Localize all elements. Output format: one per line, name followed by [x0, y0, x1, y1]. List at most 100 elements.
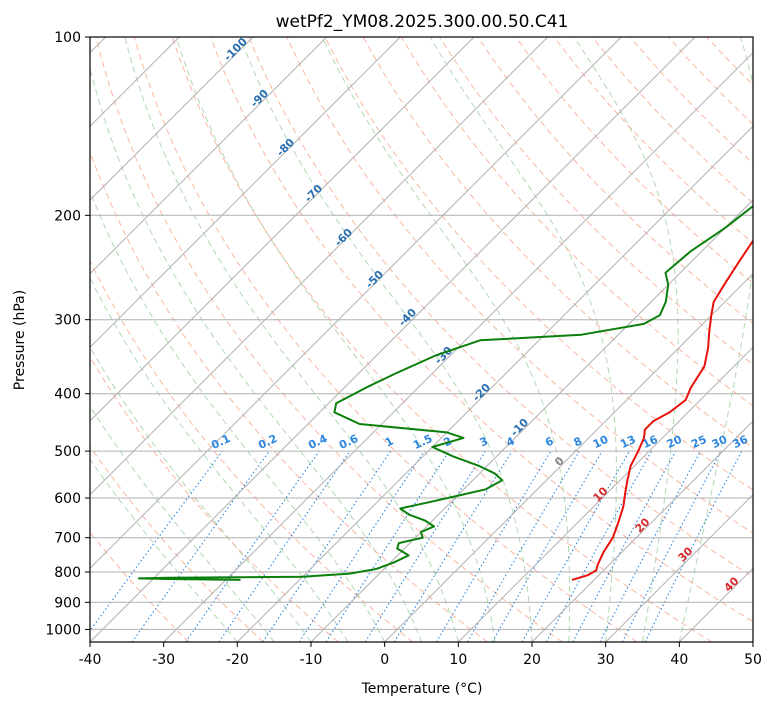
chart-title: wetPf2_YM08.2025.300.00.50.C41 — [276, 12, 569, 32]
isotherm-line — [752, 641, 753, 642]
mixing-ratio-line — [90, 450, 223, 632]
x-tick-label: -30 — [152, 652, 175, 668]
x-tick-label: 10 — [449, 652, 467, 668]
dry-adiabat-line — [553, 37, 753, 244]
dry-adiabat-label: -100 — [221, 35, 250, 64]
mixing-ratio-label: 20 — [665, 433, 685, 451]
dry-adiabat-label: 10 — [591, 484, 611, 504]
isotherm-line — [236, 125, 753, 642]
dry-adiabat-label: -20 — [470, 381, 493, 404]
y-tick-label: 1000 — [45, 622, 81, 638]
mixing-ratio-lines — [90, 450, 743, 642]
moist-adiabat-line — [90, 405, 275, 642]
mixing-ratio-label: 16 — [640, 433, 660, 451]
isotherm-line — [678, 567, 753, 642]
mixing-ratio-label: 10 — [591, 433, 611, 451]
isotherm-line — [310, 199, 753, 642]
mixing-ratio-label: 8 — [572, 434, 584, 449]
dry-adiabat-line — [248, 37, 753, 578]
isotherms — [90, 37, 753, 642]
dry-adiabat-line — [90, 150, 488, 642]
dry-adiabat-label: -40 — [396, 306, 419, 329]
dry-adiabat-label: -60 — [332, 226, 355, 249]
mixing-ratio-label: 0.4 — [306, 432, 329, 452]
y-tick-label: 900 — [54, 595, 81, 611]
mixing-ratio-line — [521, 450, 630, 642]
mixing-ratio-line — [218, 450, 351, 642]
moist-adiabat-line — [90, 458, 238, 642]
x-tick-label: 20 — [523, 652, 541, 668]
dry-adiabat-line — [133, 37, 638, 642]
mixing-ratio-line — [467, 450, 580, 642]
mixing-ratio-line — [435, 450, 552, 642]
dewpoint-profile-line — [137, 204, 753, 581]
moist-adiabats — [90, 37, 753, 642]
isopleth-labels: 0.1 0.2 0.4 0.6 1 1.5 2 3 4 6 8 10 13 16 20 25 30 36-100-… — [209, 35, 751, 595]
moist-adiabat-line — [90, 346, 312, 642]
dry-adiabats — [90, 37, 753, 642]
plot-frame — [89, 36, 754, 643]
mixing-ratio-line — [393, 450, 513, 642]
mixing-ratio-label: 1 — [383, 434, 395, 449]
mixing-ratio-line — [644, 450, 743, 642]
x-tick-label: 0 — [380, 652, 389, 668]
temperature-profile-line — [571, 239, 753, 581]
mixing-ratio-line — [364, 450, 486, 642]
dry-adiabat-label: -70 — [302, 182, 325, 205]
x-tick-label: 30 — [597, 652, 615, 668]
y-tick-label: 300 — [54, 313, 81, 329]
dry-adiabat-label: -90 — [248, 87, 271, 110]
dry-adiabat-label: 40 — [722, 574, 742, 594]
dry-adiabat-label: -50 — [363, 268, 386, 291]
y-tick-label: 700 — [54, 531, 81, 547]
isotherm-line — [90, 37, 401, 349]
dry-adiabat-label: -80 — [274, 136, 297, 159]
y-axis-label: Pressure (hPa) — [12, 290, 28, 390]
dry-adiabat-line — [706, 37, 753, 86]
plot-area: 0.1 0.2 0.4 0.6 1 1.5 2 3 4 6 8 10 13 16 20 25 30 36-100-… — [90, 35, 753, 642]
moist-adiabat-line — [124, 37, 459, 642]
mixing-ratio-line — [298, 450, 425, 642]
dry-adiabat-line — [90, 259, 414, 642]
isotherm-line — [531, 420, 753, 642]
isotherm-line — [90, 37, 549, 496]
dry-adiabat-line — [90, 531, 190, 642]
dry-adiabat-line — [171, 37, 712, 642]
y-tick-label: 100 — [54, 30, 81, 46]
moist-adiabat-line — [90, 189, 386, 642]
x-axis-label: Temperature (°C) — [361, 681, 483, 697]
x-tick-label: -20 — [226, 652, 249, 668]
isotherm-line — [384, 272, 753, 642]
isotherm-line — [90, 37, 328, 275]
moist-adiabat-line — [678, 37, 753, 642]
moist-adiabat-line — [573, 37, 679, 642]
isotherm-line — [457, 346, 753, 642]
mixing-ratio-label: 13 — [618, 433, 637, 451]
dry-adiabat-line — [324, 37, 753, 491]
mixing-ratio-label: 36 — [731, 433, 751, 451]
mixing-ratio-label: 25 — [689, 433, 708, 451]
moist-adiabat-line — [429, 37, 617, 642]
moist-adiabat-line — [175, 37, 496, 642]
mixing-ratio-line — [572, 450, 677, 642]
pressure-gridlines — [90, 37, 753, 630]
dry-adiabat-line — [286, 37, 753, 534]
isotherm-line — [90, 37, 622, 570]
moist-adiabat-line — [90, 66, 422, 642]
mixing-ratio-line — [262, 450, 392, 642]
x-tick-label: -10 — [300, 652, 323, 668]
profile-series — [137, 204, 753, 581]
dry-adiabat-line — [515, 37, 753, 284]
mixing-ratio-line — [185, 450, 320, 642]
isotherm-line — [163, 51, 753, 642]
dry-adiabat-label: 20 — [633, 515, 653, 535]
isotherm-line — [90, 37, 696, 642]
mixing-ratio-label: 3 — [478, 434, 490, 449]
y-tick-label: 500 — [54, 444, 81, 460]
x-tick-label: 50 — [744, 652, 762, 668]
moist-adiabat-line — [239, 37, 533, 642]
dry-adiabat-label: 30 — [676, 544, 696, 564]
isotherm-line — [90, 37, 254, 201]
dry-adiabat-line — [90, 356, 339, 642]
